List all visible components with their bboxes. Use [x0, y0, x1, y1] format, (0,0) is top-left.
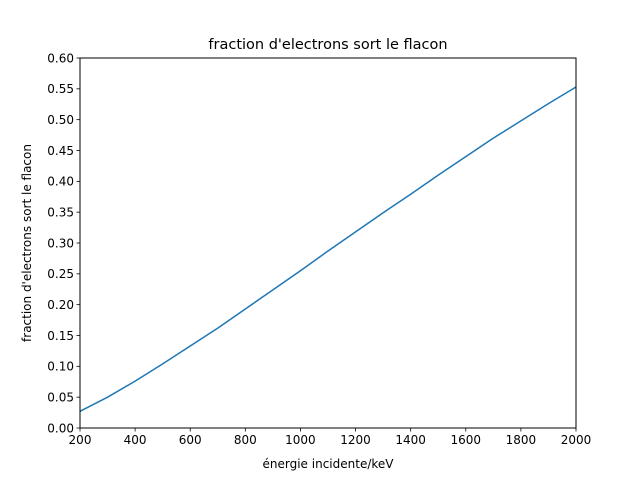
x-axis-label: énergie incidente/keV [263, 457, 395, 471]
x-axis: 200 400 600 800 1000 1200 1400 1600 1800 2000 [69, 428, 592, 447]
x-tick-label: 2000 [561, 433, 592, 447]
x-tick-label: 1400 [395, 433, 426, 447]
y-axis: 0.00 0.05 0.10 0.15 0.20 0.25 0.30 0.35 0.40 0.45… [47, 51, 80, 435]
y-tick-label: 0.25 [47, 267, 74, 281]
x-tick-label: 1200 [340, 433, 371, 447]
y-axis-label: fraction d'electrons sort le flacon [20, 144, 34, 342]
y-tick-label: 0.15 [47, 329, 74, 343]
x-tick-label: 600 [179, 433, 202, 447]
plot-area [79, 86, 577, 413]
y-tick-label: 0.45 [47, 144, 74, 158]
y-tick-label: 0.50 [47, 113, 74, 127]
chart-title: fraction d'electrons sort le flacon [208, 37, 447, 53]
x-tick-label: 1000 [285, 433, 316, 447]
y-tick-label: 0.40 [47, 175, 74, 189]
x-tick-label: 1800 [506, 433, 537, 447]
y-tick-label: 0.00 [47, 421, 74, 435]
y-tick-label: 0.30 [47, 236, 74, 250]
y-tick-label: 0.10 [47, 360, 74, 374]
y-tick-label: 0.60 [47, 51, 74, 65]
y-tick-label: 0.35 [47, 205, 74, 219]
x-tick-label: 1600 [451, 433, 482, 447]
x-tick-label: 800 [234, 433, 257, 447]
plot-frame [79, 57, 577, 429]
y-tick-label: 0.20 [47, 298, 74, 312]
y-tick-label: 0.55 [47, 82, 74, 96]
x-tick-label: 200 [69, 433, 92, 447]
series-line-0 [79, 86, 577, 413]
y-tick-label: 0.05 [47, 390, 74, 404]
x-tick-label: 400 [124, 433, 147, 447]
